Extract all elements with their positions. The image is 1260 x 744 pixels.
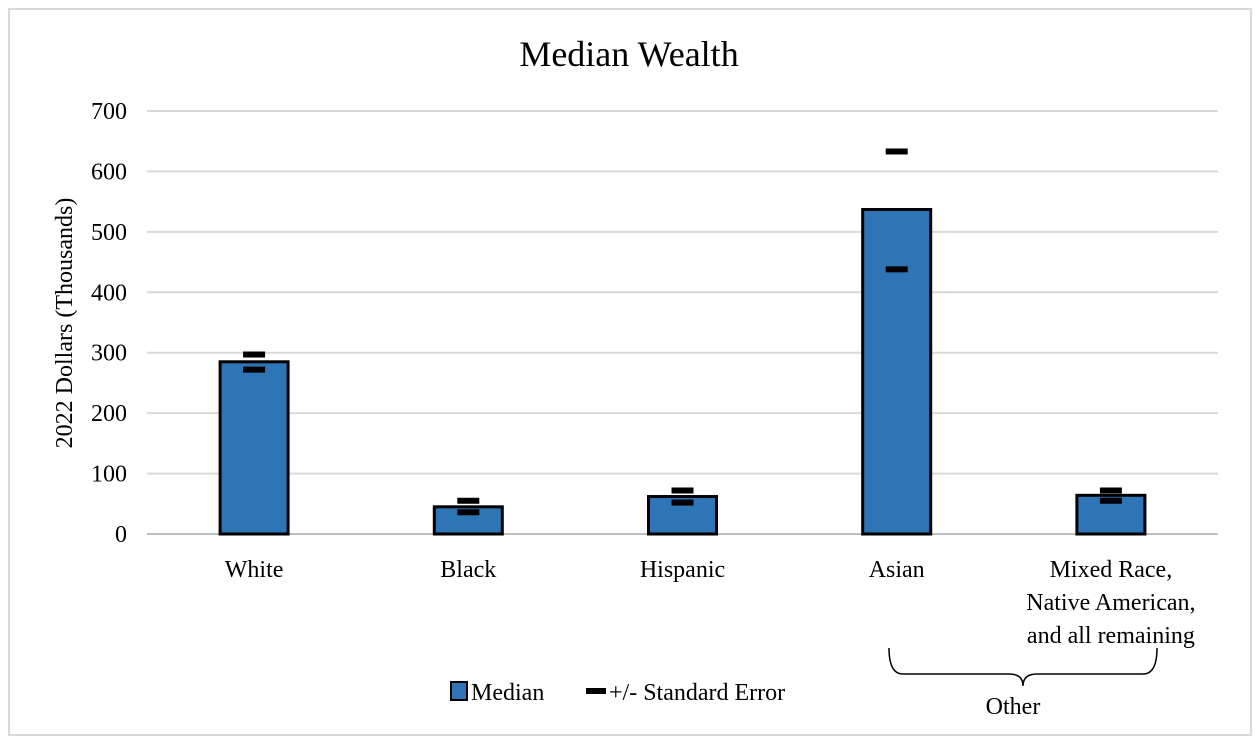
- legend-label-standard-error: +/- Standard Error: [609, 680, 785, 706]
- y-tick-label: 300: [91, 341, 127, 367]
- y-tick-label: 200: [91, 401, 127, 427]
- bracket-label: Other: [986, 694, 1041, 720]
- error-marks: [243, 148, 1122, 516]
- x-tick-label: and all remaining: [1027, 623, 1195, 649]
- chart-title: Median Wealth: [519, 34, 738, 74]
- y-tick-label: 100: [91, 462, 127, 488]
- x-tick-label: Mixed Race,: [1050, 557, 1173, 583]
- error-mark: [671, 499, 694, 506]
- x-tick-label: Asian: [869, 557, 925, 583]
- error-mark: [671, 487, 694, 494]
- gridlines: [147, 110, 1218, 535]
- group-bracket: Other: [888, 647, 1158, 720]
- y-tick-label: 400: [91, 280, 127, 306]
- y-tick-label: 0: [115, 522, 127, 548]
- bar: [432, 505, 504, 536]
- error-mark: [1099, 487, 1122, 494]
- error-mark: [457, 497, 480, 504]
- x-tick-label: White: [225, 557, 284, 583]
- y-axis-label: 2022 Dollars (Thousands): [52, 198, 78, 449]
- y-tick-labels: 0 100 200 300 400 500 600 700: [91, 99, 127, 548]
- error-mark: [885, 266, 908, 273]
- legend-swatch-median: [450, 681, 468, 701]
- y-tick-label: 600: [91, 159, 127, 185]
- x-tick-label: Black: [440, 557, 496, 583]
- y-tick-label: 500: [91, 220, 127, 246]
- bar: [218, 360, 290, 536]
- x-tick-labels: White Black Hispanic Asian Mixed Race, Native…: [225, 557, 1196, 649]
- bracket-brace: [888, 647, 1158, 687]
- x-tick-label: Native American,: [1026, 590, 1195, 616]
- y-tick-label: 700: [91, 99, 127, 125]
- error-mark: [243, 351, 266, 358]
- error-mark: [885, 148, 908, 155]
- chart-border: [8, 8, 1252, 736]
- error-mark: [457, 509, 480, 516]
- legend-label-median: Median: [471, 680, 544, 706]
- error-mark: [243, 366, 266, 373]
- x-tick-label: Hispanic: [640, 557, 725, 583]
- error-mark: [1099, 497, 1122, 504]
- legend-swatch-standard-error: [586, 688, 606, 694]
- bar: [861, 207, 933, 536]
- legend: Median +/- Standard Error: [450, 680, 785, 706]
